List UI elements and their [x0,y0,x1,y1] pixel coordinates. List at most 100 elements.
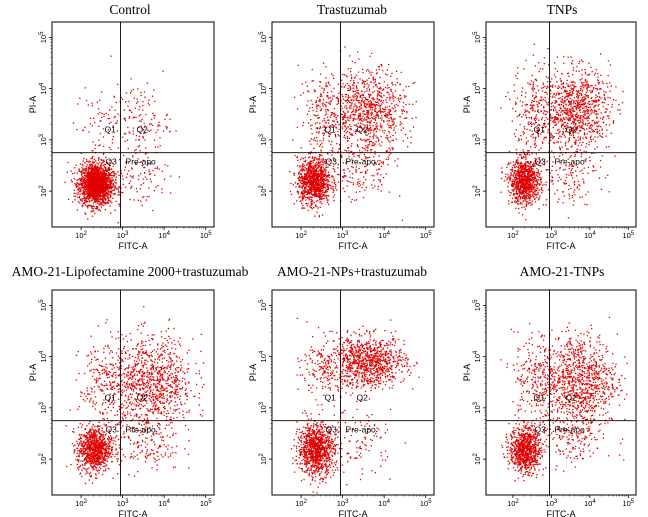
data-point-viable [335,185,337,187]
data-point-necrotic [321,103,324,105]
data-point-viable [109,164,111,167]
data-point-necrotic [319,85,321,87]
data-point-viable [534,189,536,192]
data-point-late-apoptotic [366,146,369,148]
data-point-late-apoptotic [376,96,378,98]
data-point-viable [318,192,320,194]
data-point-viable [108,169,110,172]
data-point-viable [324,192,326,194]
data-point-viable [310,177,312,179]
data-point-viable [319,161,322,163]
data-point-late-apoptotic [112,136,114,138]
data-point-necrotic [316,104,318,106]
data-point-viable [300,173,302,176]
data-point-late-apoptotic [344,149,346,151]
data-point-viable [90,172,92,174]
data-point-viable [111,175,113,177]
data-point-viable [303,165,306,167]
data-point-necrotic [337,151,339,153]
data-point-early-apoptotic [365,157,367,160]
data-point-viable [96,180,98,183]
data-point-early-apoptotic [132,177,134,179]
data-point-viable [98,187,101,189]
data-point-viable [311,167,313,169]
data-point-necrotic [297,64,299,67]
data-point-viable [103,196,105,198]
data-point-late-apoptotic [392,119,394,121]
data-point-viable [315,172,317,174]
data-point-viable [299,169,302,172]
data-point-viable [93,205,95,208]
data-point-late-apoptotic [365,133,367,136]
data-point-late-apoptotic [347,96,349,98]
data-point-viable [314,186,316,188]
data-point-viable [309,179,311,181]
data-point-viable [327,179,329,181]
data-point-viable [319,201,321,203]
data-point-viable [321,184,323,186]
data-point-viable [327,174,329,177]
data-point-late-apoptotic [344,99,346,101]
data-point-viable [301,165,303,167]
data-point-viable [306,183,308,185]
data-point-viable [105,178,108,180]
data-point-viable [90,167,92,169]
data-point-late-apoptotic [349,128,351,130]
data-point-late-apoptotic [372,137,375,139]
data-point-late-apoptotic [384,108,387,110]
data-point-late-apoptotic [355,125,358,127]
data-point-late-apoptotic [351,76,353,79]
data-point-viable [533,163,536,165]
data-point-necrotic [300,94,302,96]
data-point-viable [91,165,93,167]
data-point-late-apoptotic [316,137,318,139]
data-point-late-apoptotic [337,121,339,124]
data-point-late-apoptotic [389,96,391,98]
data-point-necrotic [113,116,115,119]
data-point-viable [311,188,314,191]
data-point-late-apoptotic [356,95,359,97]
data-point-viable [108,197,110,199]
data-point-viable [528,165,530,167]
data-point-viable [516,191,518,194]
data-point-viable [108,185,111,188]
data-point-viable [109,181,111,184]
data-point-viable [312,200,314,202]
data-point-viable [94,174,96,176]
data-point-late-apoptotic [378,68,380,71]
data-point-viable [83,179,85,181]
data-point-viable [331,186,333,188]
data-point-late-apoptotic [152,112,154,114]
data-point-viable [315,195,318,197]
data-point-late-apoptotic [127,126,129,129]
data-point-necrotic [107,118,109,120]
data-point-necrotic [310,138,313,140]
data-point-viable [93,186,95,188]
data-point-late-apoptotic [372,125,374,127]
data-point-viable [322,190,324,192]
data-point-late-apoptotic [362,129,364,131]
data-point-viable [512,189,515,191]
data-point-viable [311,196,313,199]
data-point-viable [302,178,304,180]
data-point-viable [301,191,303,193]
data-point-viable [319,181,321,183]
data-point-viable [105,188,108,190]
data-point-viable [521,207,523,209]
data-point-late-apoptotic [335,118,337,120]
data-point-viable [87,176,90,178]
data-point-necrotic [328,174,331,176]
data-point-late-apoptotic [349,105,351,107]
data-point-late-apoptotic [369,93,371,95]
data-point-late-apoptotic [388,111,390,113]
data-point-late-apoptotic [411,117,413,120]
data-point-late-apoptotic [358,102,360,104]
data-point-necrotic [319,73,322,75]
data-point-viable [296,157,298,159]
data-point-viable [90,177,92,179]
data-point-viable [305,159,307,162]
data-point-viable [322,162,324,164]
data-point-viable [107,199,110,201]
data-point-late-apoptotic [346,131,349,133]
data-point-viable [97,176,99,179]
